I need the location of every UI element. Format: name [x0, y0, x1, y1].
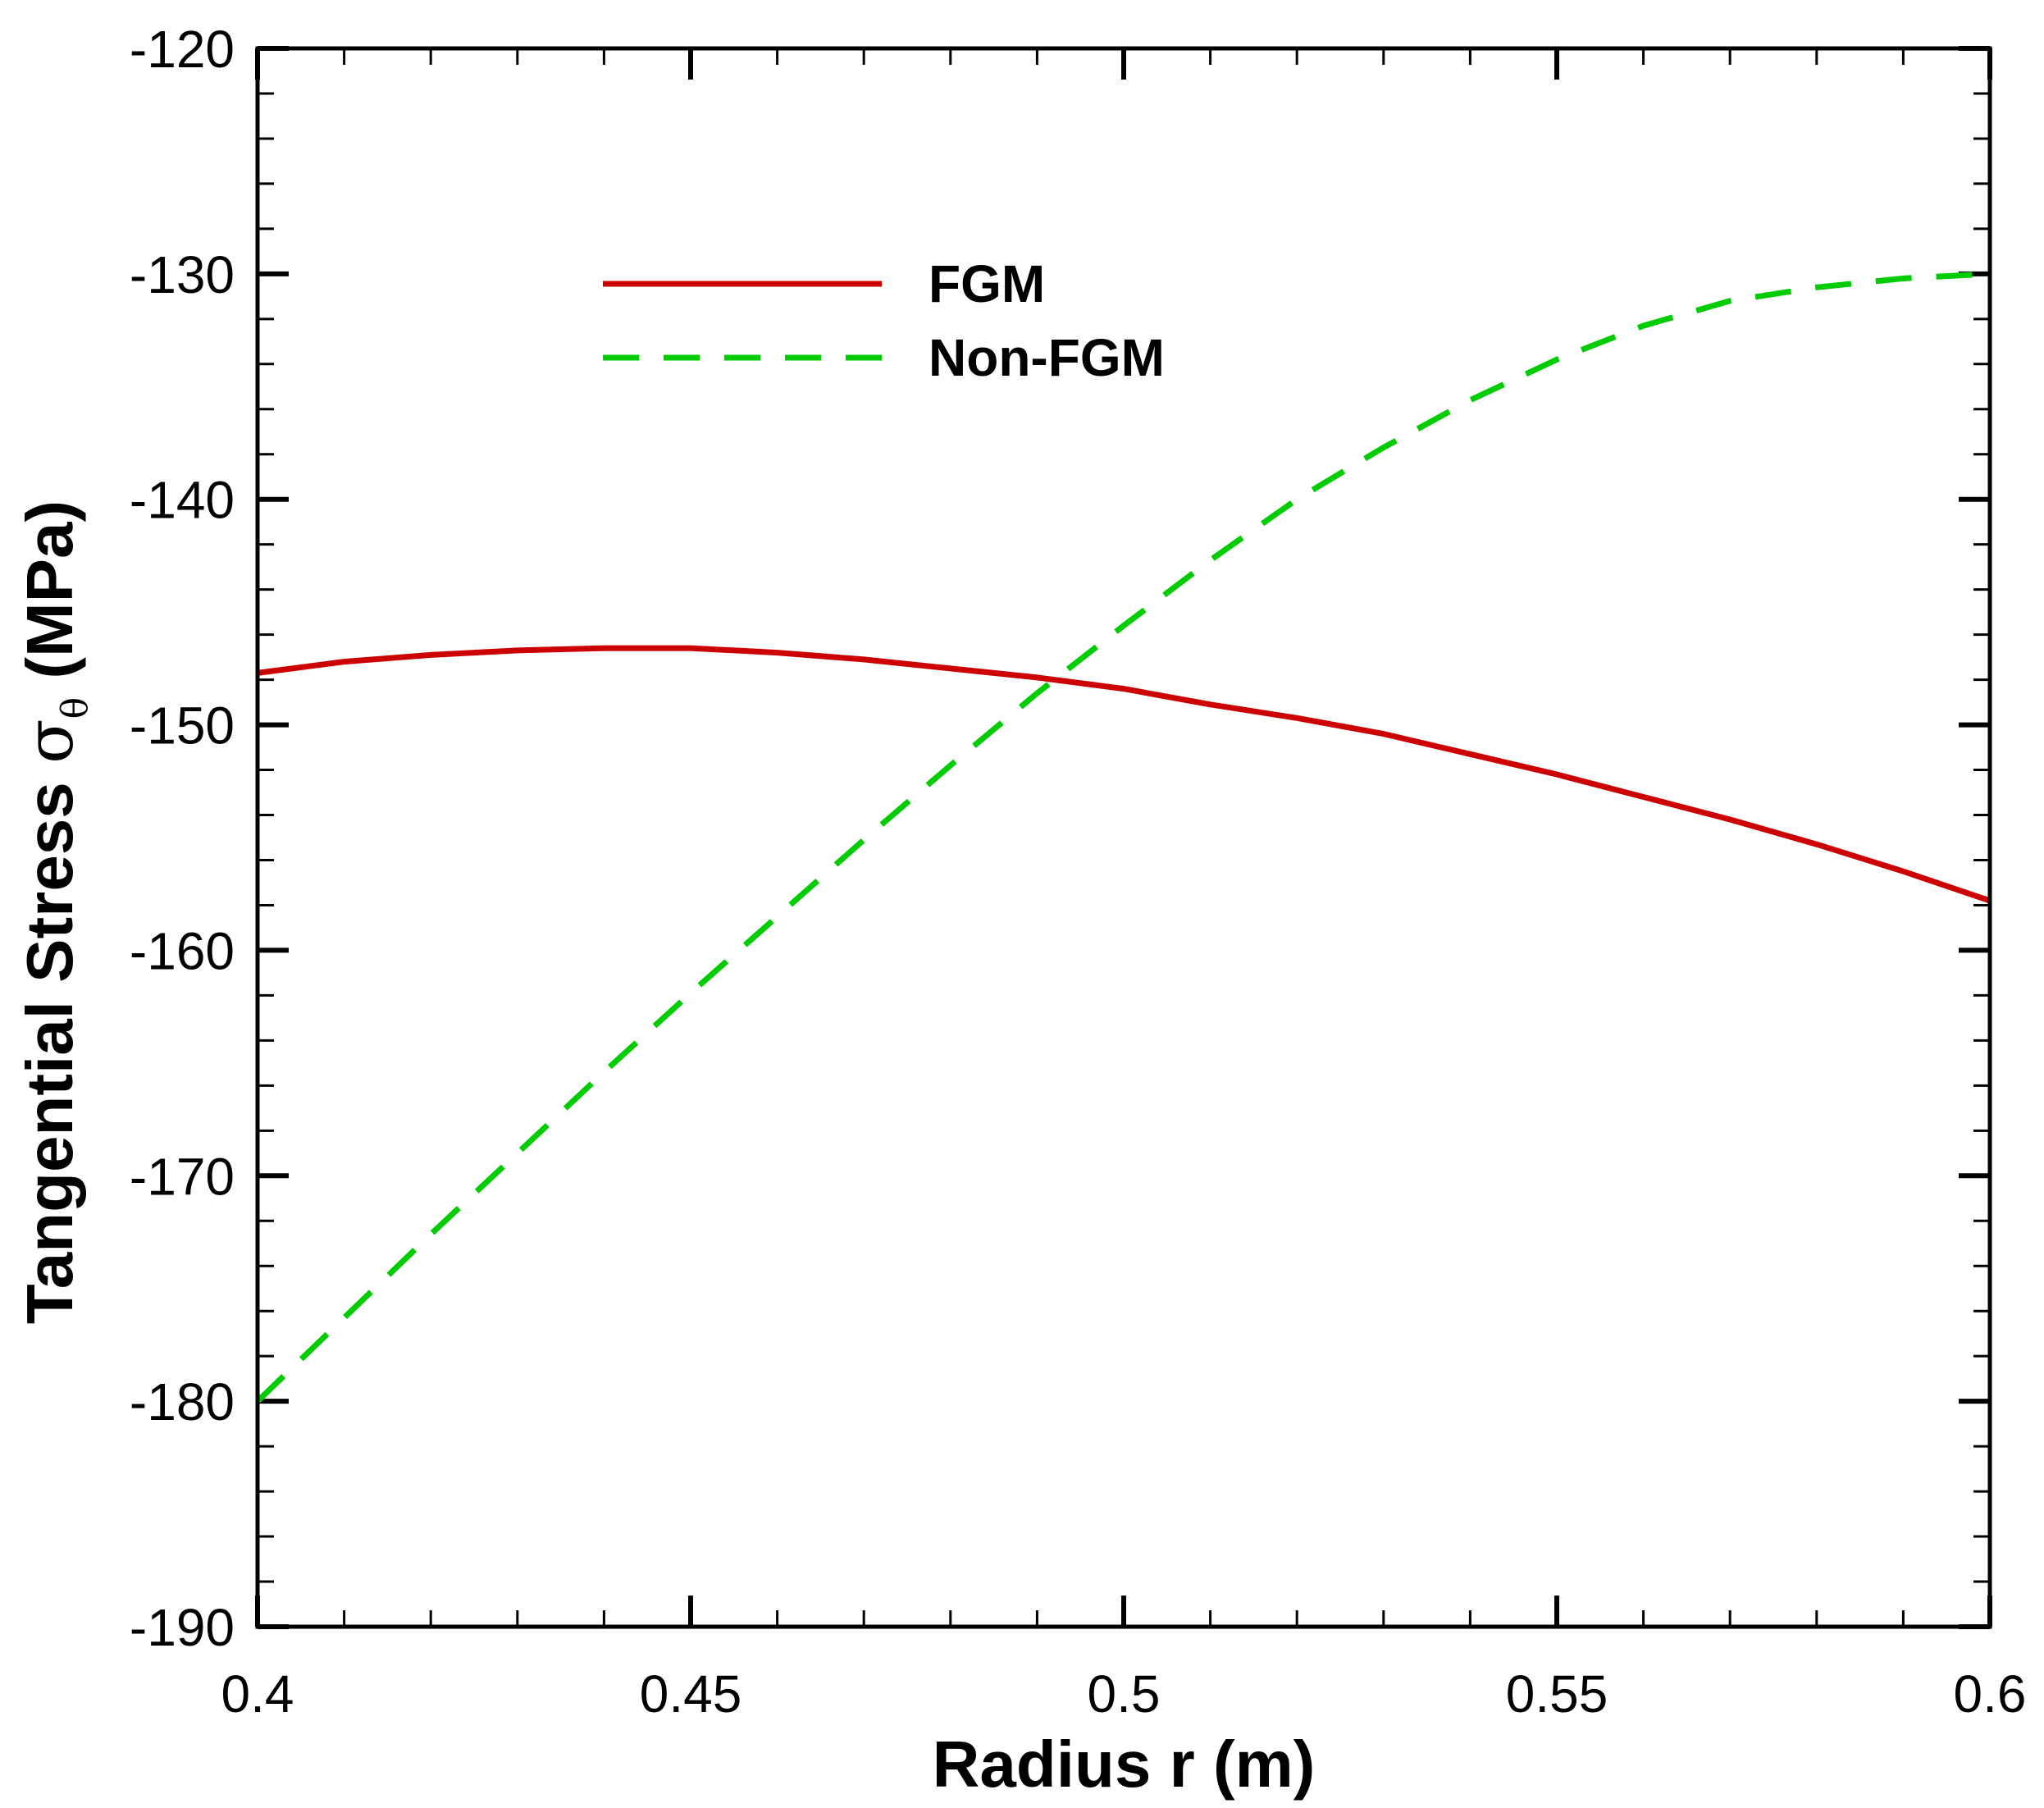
y-tick-label: -150 [130, 696, 235, 756]
series-layer [255, 271, 1992, 1404]
y-tick-label: -130 [130, 245, 235, 304]
y-tick-label: -120 [130, 20, 235, 79]
minor-ticks [256, 47, 1992, 1628]
x-tick-label: 0.45 [640, 1664, 742, 1724]
legend-label-fgm: FGM [928, 254, 1045, 313]
y-axis-title: Tangential Stress σθ (MPa) [11, 500, 96, 1324]
x-tick-label: 0.55 [1506, 1664, 1608, 1724]
y-axis-title-subscript: θ [54, 697, 96, 719]
y-axis-title-unit: (MPa) [13, 500, 86, 697]
y-axis-title-main: Tangential Stress [13, 764, 86, 1324]
series-line-fgm [257, 645, 1992, 904]
y-tick-label: -180 [130, 1372, 235, 1431]
y-tick-label: -160 [130, 921, 235, 980]
plot-frame [255, 46, 1992, 1629]
series-line-non-fgm [255, 271, 1991, 1404]
x-tick-labels: 0.4 0.45 0.5 0.55 0.6 [221, 1664, 2027, 1724]
x-tick-label: 0.5 [1088, 1664, 1161, 1724]
y-axis-title-symbol: σ [11, 719, 88, 764]
x-tick-label: 0.4 [221, 1664, 294, 1724]
x-axis-title: Radius r (m) [933, 1728, 1316, 1801]
y-tick-label: -140 [130, 471, 235, 530]
y-tick-labels: -190 -180 -170 -160 -150 -140 -130 -120 [130, 20, 235, 1657]
legend-label-non-fgm: Non-FGM [928, 328, 1165, 387]
y-tick-label: -190 [130, 1598, 235, 1657]
x-tick-label: 0.6 [1954, 1664, 2027, 1724]
y-tick-label: -170 [130, 1147, 235, 1206]
legend: FGM Non-FGM [603, 254, 1165, 387]
